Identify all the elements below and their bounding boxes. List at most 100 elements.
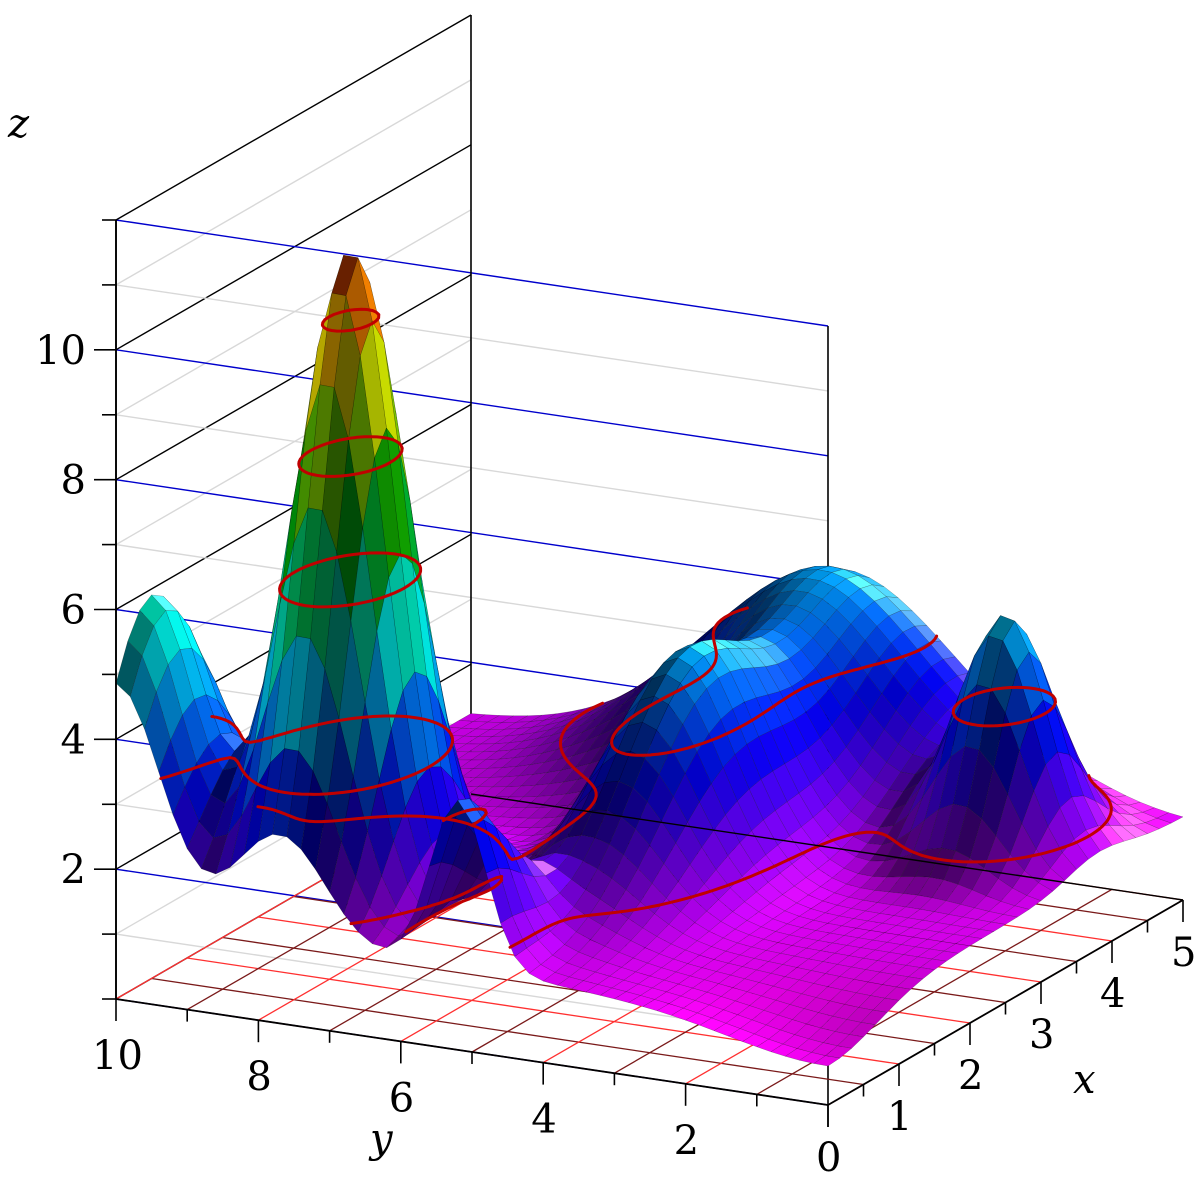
surface-patch: [803, 930, 831, 941]
surface-patch: [539, 793, 567, 808]
surface-patch: [990, 914, 1018, 925]
surface-patch: [905, 763, 932, 805]
surface-patch: [1073, 829, 1101, 860]
surface-patch: [497, 867, 525, 917]
surface-patch: [1038, 867, 1066, 892]
surface-patch: [800, 817, 828, 847]
surface-patch: [1109, 825, 1137, 842]
surface-patch: [724, 607, 752, 638]
surface-patch: [556, 854, 584, 880]
surface-patch: [627, 995, 656, 1007]
surface-patch: [477, 776, 506, 788]
surface-patch: [487, 757, 515, 769]
surface-patch: [506, 726, 533, 737]
surface-patch: [520, 772, 548, 787]
surface-patch: [876, 789, 904, 811]
surface-patch: [845, 873, 874, 889]
surface-patch: [867, 971, 895, 985]
surface-patch: [489, 766, 518, 778]
surface-patch: [708, 718, 736, 769]
surface-patch: [1002, 905, 1030, 918]
surface-patch: [762, 643, 790, 665]
surface-patch: [855, 674, 883, 713]
surface-patch: [727, 647, 755, 670]
surface-patch: [571, 980, 599, 993]
surface-patch: [808, 950, 836, 962]
surface-patch: [514, 947, 542, 974]
surface-patch: [860, 876, 888, 891]
left-wall-gridline: [115, 414, 829, 522]
y-tick-label: 10: [92, 1033, 143, 1079]
surface-patch: [520, 724, 548, 735]
surface-patch: [742, 1033, 770, 1048]
surface-patch: [883, 710, 911, 745]
surface-patch: [848, 947, 876, 959]
surface-patches: [115, 254, 1184, 1067]
surface-patch: [784, 756, 812, 794]
surface-patch: [687, 801, 714, 848]
surface-patch: [843, 856, 871, 874]
back-wall-gridline: [115, 79, 472, 286]
surface-patch: [642, 695, 669, 731]
surface-patch: [765, 1014, 793, 1031]
y-axis-label: y: [368, 1116, 394, 1162]
surface-patch: [561, 906, 589, 933]
surface-patch: [186, 821, 214, 870]
surface-patch: [499, 807, 527, 818]
surface-patch: [872, 997, 900, 1013]
surface-patch: [491, 728, 520, 737]
contour-lines: [159, 307, 1113, 949]
surface-patch: [865, 960, 893, 973]
contour-line: [159, 606, 1057, 827]
surface-patch: [829, 989, 857, 1005]
left-wall-gridline: [115, 284, 829, 392]
surface-patch: [777, 570, 804, 585]
surface-patch: [803, 997, 831, 1013]
surface-patch: [770, 1043, 798, 1057]
surface-patch: [428, 817, 456, 867]
surface-patch: [538, 930, 565, 956]
surface-patch: [744, 891, 772, 913]
surface-patch: [751, 584, 778, 608]
back-wall-gridline: [115, 144, 472, 351]
y-tick-label: 2: [674, 1118, 699, 1164]
surface-patch: [732, 978, 760, 993]
surface-patch: [345, 256, 373, 357]
surface-patch: [663, 842, 691, 883]
surface-patch: [586, 728, 615, 752]
surface-patch: [922, 729, 949, 799]
left-wall-gridline: [115, 219, 829, 327]
surface-patch: [786, 792, 814, 828]
surface-patch: [841, 656, 868, 694]
surface-patch: [739, 598, 766, 626]
surface-patch: [853, 910, 881, 922]
surface-patch: [1115, 804, 1144, 815]
surface-patch: [642, 999, 670, 1012]
surface-patch: [613, 991, 642, 1003]
surface-patch: [734, 743, 762, 790]
surface-patch: [838, 623, 866, 658]
surface-patch: [817, 932, 845, 944]
surface-patch: [772, 618, 800, 637]
surface-patch: [1035, 826, 1063, 869]
surface-patch: [798, 1052, 827, 1064]
surface-patch: [527, 741, 556, 757]
surface-patch: [326, 718, 354, 843]
surface-patch: [846, 937, 874, 948]
surface-patch: [808, 1027, 836, 1043]
surface-patch: [905, 648, 932, 679]
x-tick-label: 2: [958, 1053, 983, 1099]
surface-patch: [928, 640, 956, 660]
surface-patch: [805, 940, 834, 951]
surface-patch: [144, 691, 171, 773]
surface-patch: [229, 788, 257, 869]
surface-patch: [836, 896, 864, 909]
surface-patch: [1142, 807, 1170, 819]
surface-patch: [522, 783, 551, 798]
surface-patch: [620, 680, 647, 701]
surface-patch: [450, 870, 477, 902]
surface-patch: [215, 815, 243, 875]
x-tick-label: 3: [1029, 1012, 1054, 1058]
surface-patch: [909, 708, 937, 739]
